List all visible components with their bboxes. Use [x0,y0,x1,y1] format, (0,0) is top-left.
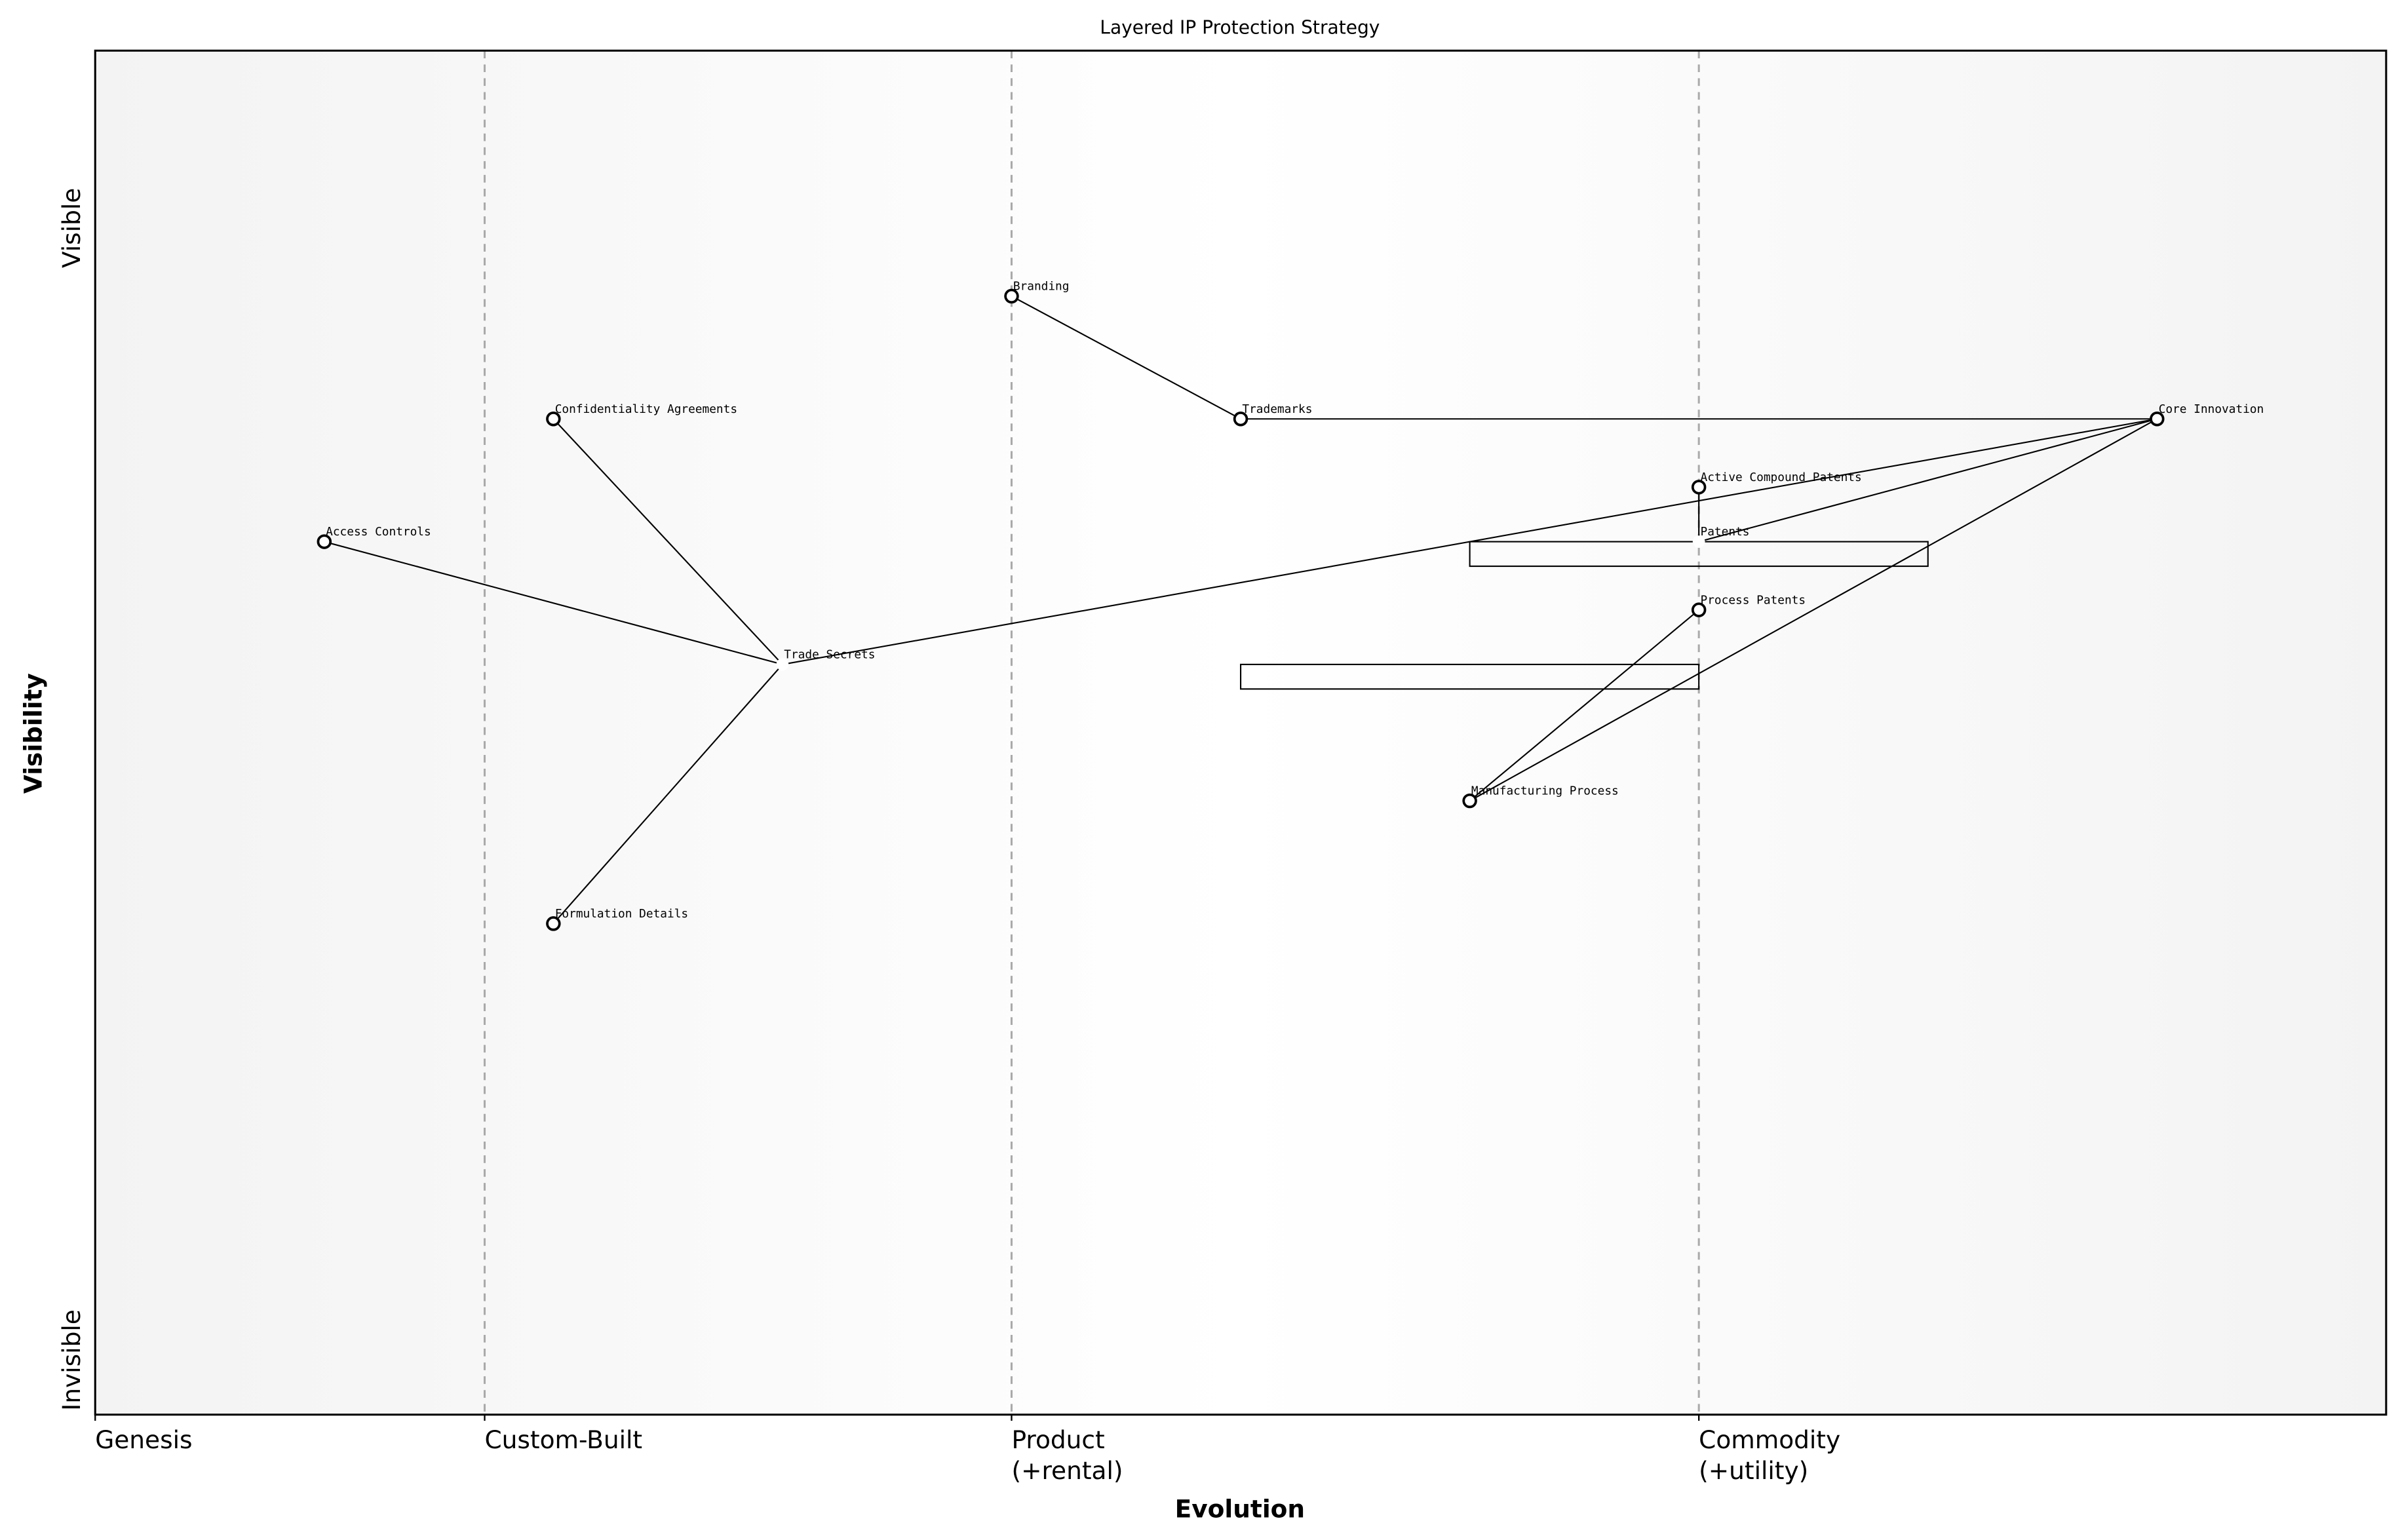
map-layer: Genesis Custom-Built Product (+rental) Commo… [57,50,2264,1485]
link [552,418,783,665]
link [324,541,783,665]
component [317,534,332,549]
component [546,916,561,931]
component-label: Process Patents [1701,593,1806,607]
x-tick-label: Product (+rental) [1011,1425,1123,1485]
link [782,418,2158,665]
component-label: Branding [1013,280,1070,294]
component-label: Trademarks [1242,402,1312,416]
component [2150,412,2165,427]
plot-background [95,50,2386,1415]
component-label: Active Compound Patents [1701,471,1862,484]
component [1691,480,1707,495]
component-label: Confidentiality Agreements [555,402,737,416]
y-axis-title: Visibility [18,673,47,794]
x-axis-title: Evolution [1175,1495,1305,1524]
x-tick-label: Genesis [95,1425,192,1454]
link [1698,418,2158,543]
component [776,658,789,671]
pipeline [1239,663,1700,690]
x-tick-label: Commodity (+utility) [1699,1425,1840,1485]
component-label: Patents [1701,525,1750,539]
link [552,664,783,925]
component-label: Core Innovation [2159,402,2264,416]
component-label: Formulation Details [555,907,688,921]
component [1233,412,1248,427]
link [1469,418,2158,801]
component-label: Manufacturing Process [1471,784,1619,798]
component-label: Trade Secrets [784,648,875,662]
component [1692,535,1705,548]
component [546,412,561,427]
chart-title: Layered IP Protection Strategy [1100,17,1380,39]
y-tick-label: Invisible [57,1309,86,1411]
component-label: Access Controls [326,525,431,539]
component [1004,288,1019,304]
component [1691,602,1707,617]
component [1462,793,1477,809]
y-tick-label: Visible [57,188,86,268]
link [1469,609,1699,801]
plot-frame [94,49,2388,1416]
x-tick-label: Custom-Built [484,1425,642,1454]
link [1011,295,1241,420]
